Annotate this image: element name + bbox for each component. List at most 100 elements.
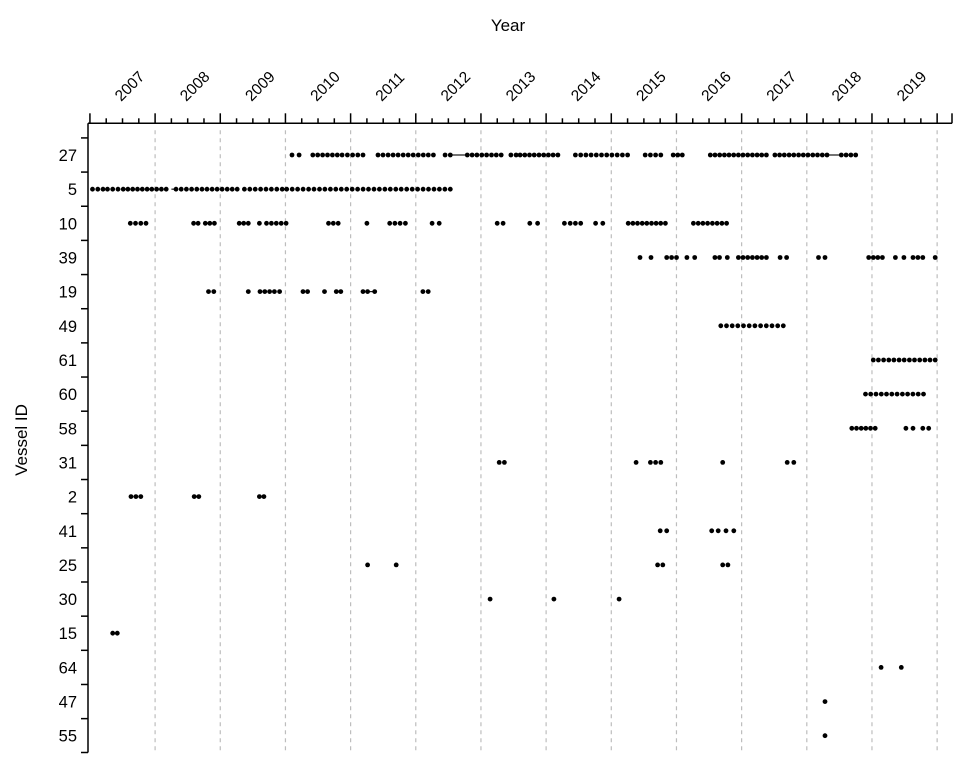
data-point bbox=[372, 289, 378, 294]
data-point bbox=[609, 152, 615, 158]
data-point bbox=[377, 186, 382, 192]
data-point bbox=[149, 186, 155, 192]
data-point bbox=[395, 152, 401, 158]
data-point bbox=[241, 220, 247, 226]
x-tick-label: 2015 bbox=[633, 68, 669, 104]
data-point bbox=[398, 186, 404, 192]
dots-vessel-25 bbox=[365, 562, 731, 568]
data-point bbox=[824, 152, 830, 158]
data-point bbox=[849, 425, 855, 431]
x-tick-label: 2008 bbox=[177, 68, 213, 104]
data-point bbox=[881, 357, 886, 363]
data-point bbox=[133, 220, 138, 226]
data-point bbox=[769, 323, 775, 329]
data-point bbox=[110, 630, 116, 636]
data-point bbox=[380, 152, 386, 158]
data-point bbox=[816, 255, 821, 260]
data-point bbox=[736, 255, 741, 260]
data-point bbox=[273, 220, 279, 226]
data-point bbox=[522, 152, 528, 158]
data-point bbox=[729, 323, 735, 329]
data-point bbox=[442, 186, 448, 192]
data-point bbox=[648, 255, 654, 260]
dots-vessel-5 bbox=[90, 186, 453, 192]
data-point bbox=[484, 152, 489, 158]
data-point bbox=[868, 425, 873, 431]
data-point bbox=[633, 460, 639, 465]
data-point bbox=[723, 528, 729, 534]
data-point bbox=[95, 186, 101, 192]
data-point bbox=[425, 152, 431, 158]
data-point bbox=[502, 460, 507, 465]
data-point bbox=[305, 289, 310, 294]
data-point bbox=[648, 152, 653, 158]
data-point bbox=[474, 152, 480, 158]
data-point bbox=[655, 562, 660, 568]
data-point bbox=[735, 323, 741, 329]
data-point bbox=[551, 596, 557, 602]
data-point bbox=[775, 323, 781, 329]
data-point bbox=[669, 255, 674, 260]
data-point bbox=[420, 186, 426, 192]
data-point bbox=[261, 494, 267, 499]
data-point bbox=[500, 220, 506, 226]
data-point bbox=[893, 255, 898, 260]
data-point bbox=[513, 152, 519, 158]
data-point bbox=[878, 391, 884, 397]
x-tick-label: 2017 bbox=[764, 68, 800, 104]
data-point bbox=[724, 323, 729, 329]
data-point bbox=[740, 152, 746, 158]
data-point bbox=[896, 357, 902, 363]
data-point bbox=[777, 152, 782, 158]
data-point bbox=[289, 152, 295, 158]
y-tick-label: 41 bbox=[59, 523, 77, 541]
data-point bbox=[555, 152, 561, 158]
data-point bbox=[426, 186, 431, 192]
data-point bbox=[404, 186, 410, 192]
x-tick-label: 2009 bbox=[242, 68, 278, 104]
data-point bbox=[194, 186, 200, 192]
data-point bbox=[420, 289, 426, 294]
data-point bbox=[338, 289, 344, 294]
data-point bbox=[921, 391, 926, 397]
data-point bbox=[431, 152, 436, 158]
data-point bbox=[796, 152, 801, 158]
data-point bbox=[264, 220, 269, 226]
data-point bbox=[674, 255, 679, 260]
data-point bbox=[625, 220, 631, 226]
data-point bbox=[133, 494, 139, 499]
x-tick-label: 2019 bbox=[894, 68, 930, 104]
data-point bbox=[664, 528, 670, 534]
data-point bbox=[110, 186, 116, 192]
data-point bbox=[593, 152, 599, 158]
data-point bbox=[894, 391, 900, 397]
data-point bbox=[385, 152, 391, 158]
data-point bbox=[784, 460, 790, 465]
data-point bbox=[339, 152, 345, 158]
data-point bbox=[642, 152, 648, 158]
data-point bbox=[912, 357, 917, 363]
x-tick-label: 2011 bbox=[373, 69, 409, 105]
data-point bbox=[550, 152, 556, 158]
x-tick-labels: 2007 2008 2009 2010 2011 2012 2013 2014 2015 2016… bbox=[112, 68, 930, 105]
x-tick-label: 2013 bbox=[503, 68, 539, 104]
data-point bbox=[922, 357, 928, 363]
data-point bbox=[189, 186, 195, 192]
data-point bbox=[599, 152, 604, 158]
data-point bbox=[130, 186, 136, 192]
data-point bbox=[257, 289, 263, 294]
data-point bbox=[637, 255, 643, 260]
data-point bbox=[493, 152, 499, 158]
data-point bbox=[262, 289, 268, 294]
data-point bbox=[306, 186, 311, 192]
data-point bbox=[754, 152, 760, 158]
data-point bbox=[715, 528, 721, 534]
data-point bbox=[333, 289, 339, 294]
data-point bbox=[843, 152, 849, 158]
data-point bbox=[875, 255, 881, 260]
data-point bbox=[139, 186, 145, 192]
data-point bbox=[712, 255, 718, 260]
data-point bbox=[763, 323, 769, 329]
data-point bbox=[858, 425, 864, 431]
data-point bbox=[709, 528, 715, 534]
